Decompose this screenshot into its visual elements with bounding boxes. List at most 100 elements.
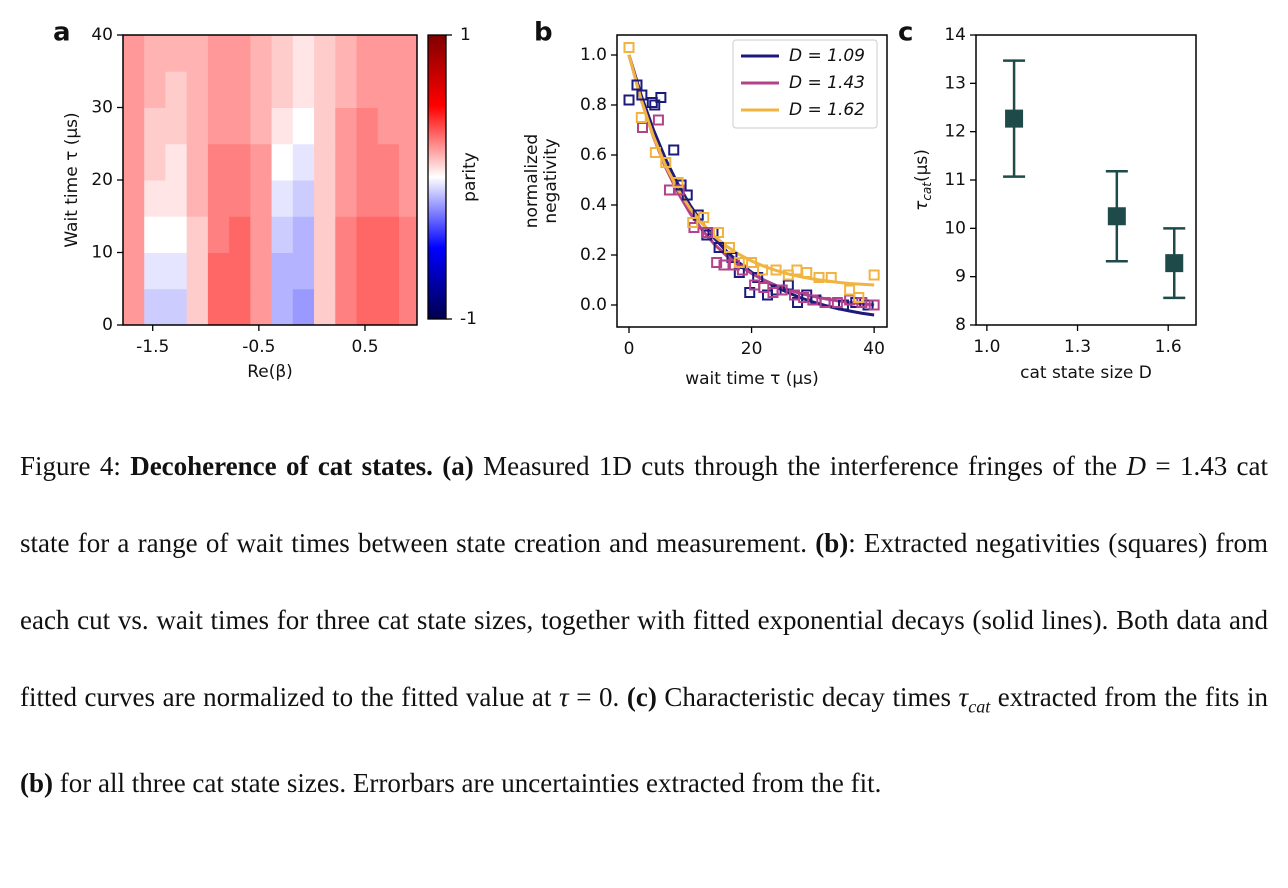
heatmap-cell (398, 35, 417, 72)
heatmap-cell (356, 71, 379, 108)
heatmap-cell (250, 180, 273, 217)
heatmap-cell (335, 180, 358, 217)
legend-box (732, 39, 878, 129)
heatmap-cell (335, 288, 358, 325)
y-tick-label: 0.6 (580, 145, 607, 165)
data-point (819, 297, 831, 308)
heatmap-cell (229, 143, 251, 181)
heatmap-cell (207, 216, 230, 253)
heatmap-cell (144, 252, 166, 290)
heatmap-cell (356, 216, 379, 253)
data-point (707, 227, 719, 238)
heatmap-cell (123, 288, 145, 325)
heatmap-cell (229, 107, 251, 145)
colorbar-tick-label: 1 (460, 25, 471, 45)
heatmap-cell (165, 143, 188, 181)
data-point (807, 294, 819, 306)
caption-text: (a) (442, 451, 474, 481)
heatmap-cell (165, 288, 188, 325)
caption-text: Decoherence of cat states. (130, 451, 433, 481)
data-point (757, 264, 769, 276)
heatmap-cell (165, 180, 188, 217)
caption-text: = 1.43 cat state for a range of wait tim… (20, 451, 1269, 558)
y-axis-label-part: τ (912, 200, 932, 211)
data-point (636, 122, 648, 133)
data-point (831, 297, 843, 308)
heatmap-cell (207, 107, 230, 145)
heatmap-cell (144, 35, 166, 72)
heatmap-cell (292, 216, 315, 253)
y-tick-label: 20 (91, 170, 113, 190)
heatmap-cell (144, 107, 166, 145)
y-tick-label: 40 (91, 25, 113, 45)
data-point (649, 147, 661, 158)
panel-label: c (898, 18, 913, 48)
colorbar (427, 34, 447, 320)
heatmap-cell (123, 71, 145, 108)
heatmap-cell (314, 35, 336, 72)
y-tick-label: 10 (91, 243, 113, 263)
caption-text: extracted from the fits in (990, 682, 1268, 712)
data-point (623, 42, 635, 53)
heatmap-cell (229, 35, 251, 72)
legend-label: D = 1.62 (789, 100, 865, 120)
x-tick-label: 0.5 (351, 337, 378, 357)
y-tick-label: 13 (944, 73, 966, 93)
data-point (770, 264, 782, 276)
x-tick-label: 40 (863, 339, 885, 359)
heatmap-cell (271, 71, 294, 108)
legend-label: D = 1.09 (789, 46, 865, 66)
heatmap-cell (250, 288, 273, 325)
y-tick-label: 0.8 (580, 95, 607, 115)
heatmap-cell (335, 252, 358, 290)
heatmap-cell (377, 216, 400, 253)
data-point (635, 112, 647, 123)
heatmap-cell (398, 143, 417, 181)
heatmap-cell (250, 216, 273, 253)
heatmap-cell (335, 107, 358, 145)
data-point (712, 227, 724, 238)
data-point (1165, 254, 1184, 273)
y-tick-label: 30 (91, 98, 113, 118)
heatmap-cell (207, 252, 230, 290)
data-point (672, 177, 684, 188)
heatmap-cell (144, 143, 166, 181)
y-tick-label: 0.4 (580, 195, 607, 215)
y-axis-label: negativity (541, 138, 561, 223)
heatmap-cell (271, 252, 294, 290)
data-point (701, 227, 713, 238)
heatmap-cell (377, 180, 400, 217)
data-point (853, 292, 865, 303)
data-point (801, 267, 813, 278)
data-point (767, 287, 779, 298)
heatmap-cell (123, 35, 145, 72)
caption-text: for all three cat state sizes. Errorbars… (53, 768, 882, 799)
caption-text: = 0. (568, 682, 627, 712)
heatmap-cell (165, 252, 188, 290)
heatmap-cell (292, 143, 315, 181)
heatmap-cell (250, 252, 273, 290)
heatmap-cell (292, 71, 315, 108)
y-tick-label: 0.2 (580, 245, 607, 265)
heatmap-cell (377, 71, 400, 108)
heatmap-cell (186, 35, 209, 72)
heatmap-cell (292, 288, 315, 325)
caption-text: (b) (20, 768, 53, 799)
caption-text: Measured 1D cuts through the interferenc… (473, 451, 1127, 481)
heatmap-cell (250, 71, 273, 108)
heatmap-cell (271, 107, 294, 145)
heatmap-cell (377, 143, 400, 181)
x-tick-label: 1.3 (1064, 337, 1091, 357)
heatmap-cell (377, 288, 400, 325)
data-point (636, 89, 648, 101)
heatmap-cell (398, 71, 417, 108)
data-point (746, 257, 758, 268)
data-point (668, 144, 680, 156)
heatmap-cell (186, 107, 209, 145)
x-tick-label: -0.5 (242, 337, 275, 357)
caption-text: Figure 4: (20, 451, 131, 481)
y-tick-label: 11 (944, 170, 966, 190)
x-tick-label: 0 (624, 339, 635, 359)
data-point (655, 92, 667, 103)
heatmap-cell (250, 107, 273, 145)
